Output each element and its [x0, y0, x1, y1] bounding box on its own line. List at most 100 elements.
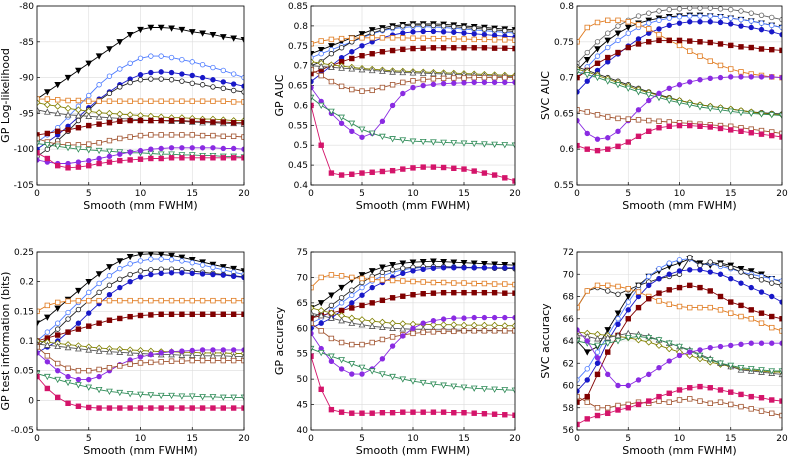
data-point: [758, 111, 765, 118]
data-point: [605, 30, 611, 36]
data-point: [728, 21, 734, 27]
data-point: [656, 276, 662, 282]
data-point: [717, 107, 724, 114]
data-point: [210, 64, 216, 71]
data-point: [779, 130, 782, 137]
data-point: [707, 13, 713, 19]
data-point: [646, 20, 652, 26]
data-point: [359, 410, 365, 416]
plot-frame: [36, 5, 245, 186]
data-point: [349, 171, 355, 177]
data-point: [604, 37, 612, 44]
data-point: [460, 259, 468, 267]
data-point: [615, 49, 621, 56]
data-point: [220, 155, 226, 161]
data-point: [481, 260, 488, 268]
y-tick-label: 0.6: [560, 145, 575, 155]
data-point: [440, 265, 447, 271]
data-point: [338, 357, 345, 364]
data-point: [168, 351, 175, 358]
data-point: [230, 357, 237, 364]
data-point: [318, 38, 324, 44]
data-point: [635, 117, 642, 123]
data-point: [605, 405, 611, 411]
data-point: [645, 338, 653, 346]
data-point: [625, 405, 631, 411]
data-point: [189, 132, 195, 138]
data-point: [127, 271, 133, 278]
data-point: [656, 298, 662, 304]
data-point: [43, 142, 51, 149]
data-point: [117, 84, 123, 90]
data-point: [220, 311, 226, 317]
data-point: [199, 405, 206, 411]
data-point: [779, 31, 782, 38]
data-point: [230, 71, 237, 77]
data-point: [106, 148, 113, 155]
data-point: [676, 14, 683, 20]
data-point: [148, 117, 154, 124]
data-point: [450, 259, 458, 266]
data-point: [338, 339, 345, 346]
data-point: [338, 366, 345, 372]
data-point: [430, 81, 437, 88]
data-point: [584, 377, 590, 383]
data-point: [158, 69, 164, 75]
data-point: [127, 149, 133, 155]
data-point: [86, 122, 92, 129]
data-point: [451, 280, 457, 286]
data-point: [358, 66, 366, 73]
data-point: [615, 316, 621, 322]
data-point: [605, 135, 611, 141]
data-point: [117, 151, 123, 157]
data-point: [419, 138, 427, 146]
data-point: [779, 74, 782, 81]
data-point: [471, 45, 477, 51]
data-point: [440, 35, 447, 42]
data-point: [577, 69, 581, 76]
data-point: [738, 128, 744, 134]
data-point: [635, 282, 642, 289]
data-point: [220, 267, 226, 273]
data-point: [779, 328, 782, 334]
data-point: [430, 76, 437, 82]
data-point: [420, 266, 426, 272]
data-point: [189, 118, 195, 124]
data-point: [230, 405, 237, 411]
data-point: [86, 98, 92, 104]
data-point: [501, 262, 509, 269]
y-tick-label: 60: [297, 324, 309, 334]
data-point: [615, 23, 621, 29]
data-point: [116, 389, 124, 397]
data-point: [471, 314, 477, 321]
data-point: [481, 79, 488, 86]
data-point: [594, 74, 601, 82]
data-point: [400, 79, 406, 86]
data-point: [769, 29, 775, 35]
data-point: [368, 368, 376, 375]
data-point: [317, 349, 325, 357]
data-point: [65, 298, 71, 304]
y-tick-label: 0.1: [20, 337, 34, 347]
data-point: [410, 29, 416, 35]
data-point: [338, 284, 345, 292]
data-point: [328, 78, 335, 85]
data-point: [106, 98, 113, 104]
data-point: [55, 320, 61, 326]
data-point: [481, 31, 488, 38]
data-point: [369, 339, 375, 346]
data-point: [646, 117, 652, 124]
data-point: [379, 336, 386, 343]
data-point: [400, 333, 406, 339]
data-point: [318, 51, 324, 57]
data-point: [409, 378, 417, 385]
data-point: [440, 75, 447, 82]
data-point: [471, 36, 477, 43]
data-point: [64, 111, 72, 118]
data-point: [230, 265, 238, 273]
data-point: [359, 35, 365, 41]
data-point: [349, 55, 355, 62]
data-point: [676, 6, 683, 12]
y-tick-label: -85: [19, 38, 34, 48]
data-point: [512, 412, 515, 418]
